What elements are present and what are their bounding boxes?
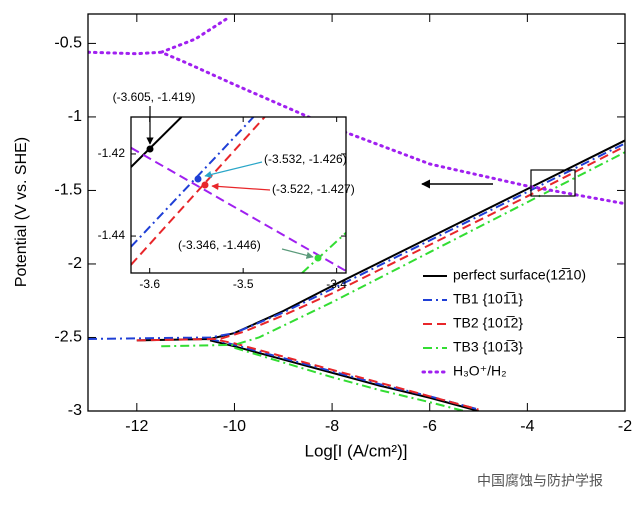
series-line — [88, 142, 625, 411]
y-axis-label: Potential (V vs. SHE) — [13, 137, 30, 287]
plot-area — [131, 117, 346, 273]
y-tick-label: -1.5 — [54, 182, 82, 199]
annotation: (-3.522, -1.427) — [272, 182, 355, 196]
zoom-indicator — [421, 169, 576, 197]
x-tick-label: -4 — [520, 418, 534, 435]
legend-label: TB2 {101̅2} — [453, 315, 523, 331]
series-line — [131, 117, 183, 168]
legend-label: H₃O⁺/H₂ — [453, 363, 507, 379]
series-line — [161, 151, 625, 411]
point-marker — [146, 145, 154, 153]
y-tick-label: -2 — [68, 255, 82, 272]
inset-plot: -3.6 -3.5 -3.4 -1.42 -1.44 — [98, 106, 347, 291]
zoom-box — [530, 169, 576, 197]
y-tick-label: -0.5 — [54, 35, 82, 52]
annotation-arrow — [281, 248, 314, 259]
point-marker — [314, 254, 322, 262]
x-tick-label: -8 — [325, 418, 339, 435]
series-line — [131, 117, 266, 266]
annotation-arrow — [204, 161, 263, 178]
annotation-arrow — [211, 182, 271, 191]
series-line — [136, 139, 625, 411]
series-line — [88, 15, 625, 206]
y-tick-label: -2.5 — [54, 329, 82, 346]
main-plot: -12 -10 -8 -6 -4 -2 -3 -2.5 -2 -1.5 -1 -0.5 perfect … — [54, 13, 632, 435]
plot-frame — [87, 13, 626, 412]
watermark: 中国腐蚀与防护学报 — [477, 473, 603, 489]
legend-label: TB3 {101̅3} — [453, 339, 523, 355]
series-line — [136, 145, 625, 411]
y-tick-label: -3 — [68, 402, 82, 419]
x-tick-label: -12 — [125, 418, 148, 435]
annotation: (-3.532, -1.426) — [264, 152, 347, 166]
x-tick-label: -3.4 — [326, 277, 347, 291]
annotation: (-3.346, -1.446) — [178, 238, 261, 252]
y-tick-label: -1 — [68, 108, 82, 125]
y-tick-label: -1.44 — [98, 228, 126, 242]
series-group — [131, 117, 346, 273]
x-tick-label: -10 — [223, 418, 246, 435]
plot-frame — [130, 116, 347, 274]
x-tick-label: -3.5 — [233, 277, 254, 291]
legend-label: TB1 {101̅1} — [453, 291, 523, 307]
x-tick-label: -6 — [423, 418, 437, 435]
x-tick-label: -3.6 — [139, 277, 160, 291]
x-axis-label: Log[I (A/cm²)] — [305, 441, 408, 460]
legend-label: perfect surface(12̅10) — [453, 267, 586, 283]
y-tick-label: -1.42 — [98, 146, 126, 160]
x-tick-label: -2 — [618, 418, 632, 435]
annotation: (-3.605, -1.419) — [113, 90, 196, 104]
series-group — [88, 15, 625, 411]
point-marker — [194, 175, 202, 183]
point-marker — [201, 181, 209, 189]
